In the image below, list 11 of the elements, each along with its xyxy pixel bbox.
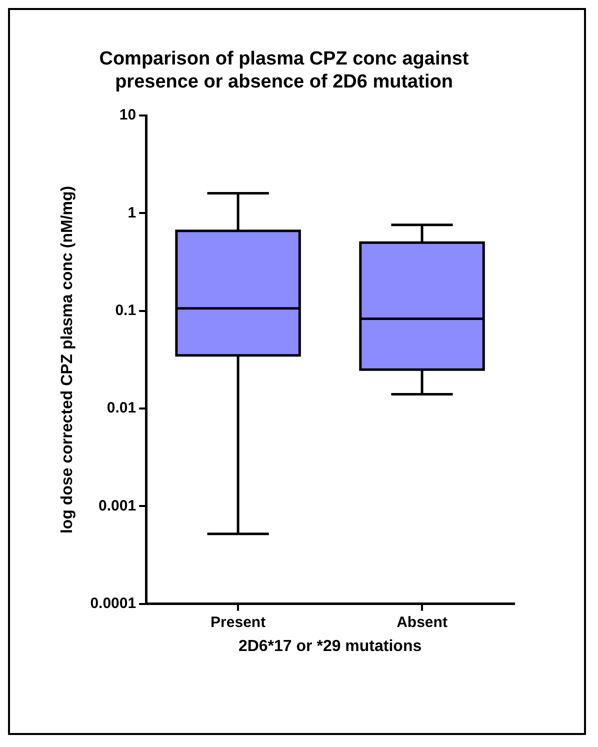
y-tick-label: 0.1 <box>115 302 136 320</box>
x-tick-label: Absent <box>396 614 448 631</box>
x-tick-label: Present <box>210 614 266 631</box>
y-tick-label: 0.001 <box>98 497 136 514</box>
chart-title: Comparison of plasma CPZ conc against presence or absence of 2D6 mutation <box>99 48 470 92</box>
y-tick-label: 10 <box>119 106 136 124</box>
y-tick-label: 1 <box>128 204 136 222</box>
y-tick-label: 0.0001 <box>90 594 136 612</box>
y-axis-title: log dose corrected CPZ plasma conc (nM/mg) <box>59 186 76 534</box>
y-tick-label: 0.01 <box>106 400 136 417</box>
x-axis-title: 2D6*17 or *29 mutations <box>238 638 422 655</box>
